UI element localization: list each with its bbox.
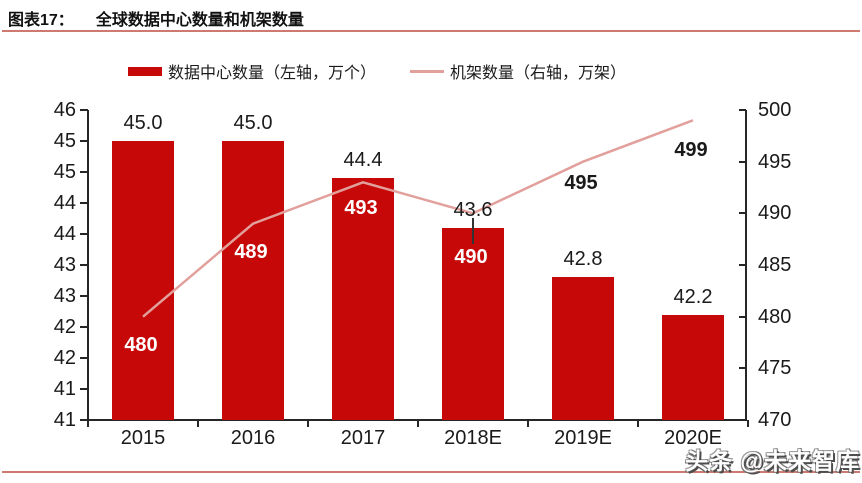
line-series-swatch xyxy=(410,69,444,73)
right-axis-tick-label: 475 xyxy=(758,357,792,380)
x-axis-tick xyxy=(197,420,199,427)
x-axis-category-label: 2017 xyxy=(340,427,386,449)
right-axis-tick xyxy=(739,315,746,318)
datacenter-bar xyxy=(552,277,614,420)
rack-count-line xyxy=(142,119,694,318)
legend-label-rack: 机架数量（右轴，万架） xyxy=(450,65,627,82)
left-axis-tick-label: 45 xyxy=(53,130,76,152)
left-axis-tick xyxy=(80,295,88,297)
x-axis-tick xyxy=(527,420,529,427)
line-value-label: 499 xyxy=(674,139,708,162)
datacenter-bar xyxy=(112,141,174,420)
left-axis-tick xyxy=(80,419,88,421)
right-axis-tick-label: 495 xyxy=(758,150,792,173)
x-axis-tick xyxy=(747,420,749,427)
legend-item-datacenter: 数据中心数量（左轴，万个） xyxy=(128,59,376,83)
right-axis-tick-label: 470 xyxy=(758,409,792,431)
x-axis-category-label: 2019E xyxy=(554,427,612,449)
bar-value-label: 44.4 xyxy=(343,149,383,172)
line-value-label: 489 xyxy=(234,240,268,263)
left-axis-tick-label: 41 xyxy=(53,378,76,400)
line-value-label: 495 xyxy=(564,171,598,194)
datacenter-bar xyxy=(442,227,504,420)
left-axis-line xyxy=(87,110,89,420)
bar-value-label: 45.0 xyxy=(123,112,163,134)
right-axis-tick-label: 480 xyxy=(758,305,792,328)
left-axis-tick xyxy=(80,233,88,235)
x-axis-tick xyxy=(417,420,419,427)
left-axis-tick-label: 42 xyxy=(53,347,76,369)
line-value-label: 490 xyxy=(454,246,488,269)
bar-value-label: 45.0 xyxy=(233,112,273,134)
figure-title: 全球数据中心数量和机架数量 xyxy=(95,12,304,29)
right-axis-tick xyxy=(739,160,746,163)
x-axis-category-label: 2020E xyxy=(664,427,722,449)
right-axis-line xyxy=(745,110,747,420)
figure-number: 图表17： xyxy=(8,12,74,29)
left-axis-tick-label: 42 xyxy=(53,316,76,338)
right-axis-tick xyxy=(739,109,746,111)
left-axis-tick-label: 44 xyxy=(53,192,76,214)
left-axis-tick-label: 43 xyxy=(53,254,76,276)
footer-divider xyxy=(2,471,860,473)
bar-value-label: 43.6 xyxy=(453,198,493,221)
right-axis-tick-label: 490 xyxy=(758,202,792,225)
figure-header: 图表17： 全球数据中心数量和机架数量 xyxy=(8,6,304,30)
left-axis-tick-label: 46 xyxy=(53,99,76,121)
left-axis-tick xyxy=(80,264,88,266)
x-axis-tick xyxy=(637,420,639,427)
legend-label-datacenter: 数据中心数量（左轴，万个） xyxy=(168,65,377,82)
right-axis-tick xyxy=(739,212,746,215)
watermark: 头条 @未来智库 xyxy=(685,448,860,474)
left-axis-tick xyxy=(80,357,88,359)
right-axis-tick-label: 485 xyxy=(758,254,792,276)
bar-series-swatch xyxy=(128,66,162,76)
x-axis-category-label: 2015 xyxy=(120,427,166,449)
right-axis-tick xyxy=(739,367,746,370)
left-axis-tick xyxy=(80,202,88,204)
left-axis-tick xyxy=(80,171,88,173)
x-axis-category-label: 2018E xyxy=(444,427,502,449)
left-axis-tick-label: 44 xyxy=(53,223,76,245)
left-axis-tick-label: 45 xyxy=(53,161,76,183)
datacenter-bar xyxy=(332,178,394,420)
legend-item-rack: 机架数量（右轴，万架） xyxy=(410,59,626,83)
left-axis-tick-label: 41 xyxy=(53,409,76,431)
x-axis-category-label: 2016 xyxy=(230,427,276,449)
right-axis-tick-label: 500 xyxy=(758,99,792,121)
left-axis-tick-label: 43 xyxy=(53,285,76,307)
left-axis-tick xyxy=(80,109,88,111)
left-axis-tick xyxy=(80,326,88,328)
line-value-label: 480 xyxy=(124,333,158,356)
line-value-label: 493 xyxy=(344,197,378,220)
right-axis-tick xyxy=(739,264,746,266)
bar-value-label: 42.2 xyxy=(673,285,713,308)
datacenter-bar xyxy=(662,314,724,420)
x-axis-tick xyxy=(87,420,89,427)
bar-value-label: 42.8 xyxy=(563,248,603,271)
datacenter-bar xyxy=(222,141,284,420)
left-axis-tick xyxy=(80,388,88,390)
x-axis-tick xyxy=(307,420,309,427)
header-divider xyxy=(2,30,860,32)
right-axis-tick xyxy=(739,419,746,421)
label-leader-line xyxy=(472,217,474,244)
left-axis-tick xyxy=(80,140,88,142)
